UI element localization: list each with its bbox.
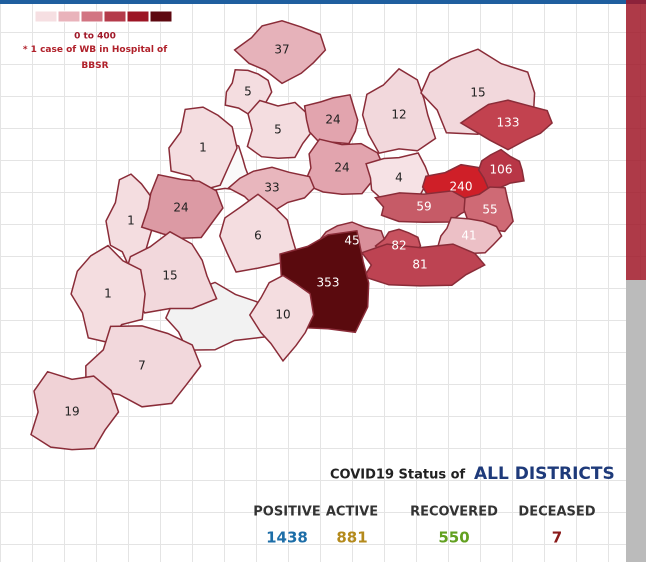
legend-swatch [126, 10, 150, 23]
district-label: 24 [173, 201, 188, 215]
district-label: 19 [64, 405, 79, 419]
district [361, 67, 437, 155]
district-label: 33 [264, 181, 279, 195]
district-label: 15 [162, 269, 177, 283]
status-value: 1438 [266, 529, 308, 547]
legend-swatch [57, 10, 81, 23]
district-label: 24 [325, 113, 340, 127]
legend-swatch [34, 10, 58, 23]
district [168, 106, 238, 191]
district-label: 41 [461, 229, 476, 243]
district-label: 106 [490, 163, 513, 177]
district-label: 6 [254, 229, 262, 243]
district-label: 15 [470, 86, 485, 100]
district-label: 37 [274, 43, 289, 57]
district-label: 81 [412, 258, 427, 272]
district-label: 1 [199, 141, 207, 155]
legend-swatch [80, 10, 104, 23]
status-name: DECEASED [518, 505, 595, 520]
district-label: 240 [450, 180, 473, 194]
status-title-emphasis: ALL DISTRICTS [474, 464, 615, 484]
legend-note: * 1 case of WB in Hospital of BBSR [22, 45, 168, 71]
district [85, 325, 202, 408]
status-name: RECOVERED [410, 505, 498, 520]
district [70, 244, 146, 344]
status-name: ACTIVE [326, 505, 378, 520]
district-label: 59 [416, 200, 431, 214]
district-label: 1 [104, 287, 112, 301]
district [360, 243, 486, 287]
legend-range: 0 to 400 [74, 32, 116, 42]
district [233, 20, 327, 85]
district-label: 5 [244, 85, 252, 99]
district-label: 45 [344, 234, 359, 248]
district [140, 173, 224, 239]
district [303, 138, 386, 196]
district-label: 12 [391, 108, 406, 122]
district-label: 55 [482, 203, 497, 217]
district [219, 193, 300, 273]
top-bar [0, 0, 646, 4]
status-name: POSITIVE [253, 505, 320, 520]
district-label: 133 [497, 116, 520, 130]
status-value: 550 [438, 529, 469, 547]
district [248, 274, 315, 363]
district-label: 4 [395, 171, 403, 185]
district-label: 5 [274, 123, 282, 137]
side-strip-gray [626, 280, 646, 562]
district-label: 7 [138, 359, 146, 373]
status-value: 7 [552, 529, 562, 547]
district [30, 370, 120, 451]
status-value: 881 [336, 529, 367, 547]
district-label: 1 [127, 214, 135, 228]
district-label: 10 [275, 308, 290, 322]
district [459, 99, 553, 151]
district [477, 148, 525, 189]
district [246, 99, 314, 160]
district-label: 82 [391, 239, 406, 253]
legend-swatch [103, 10, 127, 23]
status-title-lead: COVID19 Status of [330, 468, 466, 483]
legend-swatch [149, 10, 173, 23]
district-label: 353 [317, 276, 340, 290]
district-label: 24 [334, 161, 349, 175]
